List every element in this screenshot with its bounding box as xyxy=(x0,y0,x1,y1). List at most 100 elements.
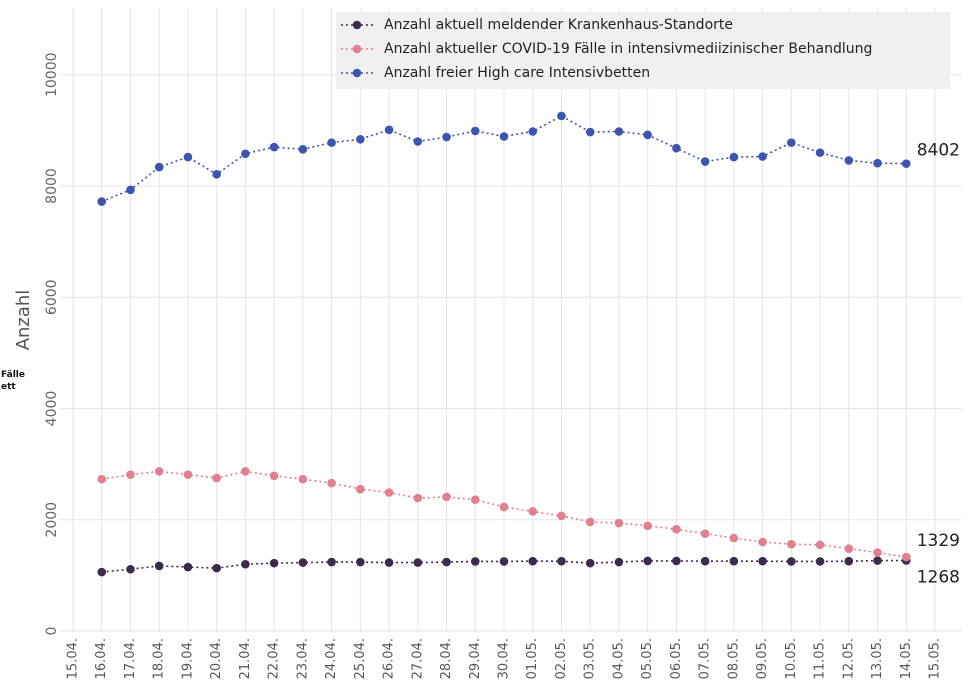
data-point xyxy=(126,185,135,195)
data-point xyxy=(643,556,652,566)
data-point xyxy=(585,517,595,527)
data-point xyxy=(787,138,796,147)
data-point xyxy=(499,557,509,566)
data-point xyxy=(815,557,825,566)
data-point xyxy=(442,492,451,502)
data-point xyxy=(298,474,308,484)
data-point xyxy=(126,564,135,574)
data-point xyxy=(413,558,423,567)
legend-label: Anzahl aktuell meldender Krankenhaus-Sta… xyxy=(384,17,733,33)
data-point xyxy=(528,556,538,566)
x-tick-label: 08.05. xyxy=(726,638,741,679)
data-point xyxy=(384,558,394,567)
x-tick-label: 05.05. xyxy=(640,638,655,679)
data-point xyxy=(672,556,681,566)
y-tick-label: 8000 xyxy=(44,168,60,204)
data-point xyxy=(844,544,854,553)
data-point xyxy=(126,470,135,479)
y-tick-label: 0 xyxy=(44,627,60,636)
side-text-2: ett xyxy=(1,382,16,392)
x-tick-label: 02.05. xyxy=(554,638,569,679)
data-point xyxy=(815,148,825,157)
x-tick-label: 19.04. xyxy=(180,638,195,679)
series-2 xyxy=(97,467,911,562)
x-tick-label: 06.05. xyxy=(669,638,684,679)
data-point xyxy=(614,557,624,567)
legend-item: Anzahl aktuell meldender Krankenhaus-Sta… xyxy=(341,17,733,33)
data-point xyxy=(614,518,624,528)
data-point xyxy=(212,563,221,573)
data-point xyxy=(700,157,710,166)
data-point xyxy=(154,467,164,476)
data-point xyxy=(787,539,796,549)
data-point xyxy=(700,556,710,566)
data-point xyxy=(154,162,164,172)
data-point xyxy=(356,484,365,494)
y-axis-ticks: 0 2000 4000 6000 8000 10000 xyxy=(44,52,60,635)
data-point xyxy=(241,467,250,476)
series-3 xyxy=(97,111,911,206)
legend-item: Anzahl freier High care Intensivbetten xyxy=(341,65,650,81)
data-point xyxy=(269,142,279,152)
data-point xyxy=(729,152,739,162)
data-point xyxy=(844,156,854,165)
data-point xyxy=(470,126,480,136)
end-label: 8402 xyxy=(917,141,960,161)
x-tick-label: 07.05. xyxy=(698,638,713,679)
data-point xyxy=(758,152,767,161)
x-tick-label: 25.04. xyxy=(353,638,368,679)
data-point xyxy=(183,152,193,162)
x-tick-label: 24.04. xyxy=(324,638,339,679)
y-tick-label: 2000 xyxy=(44,502,60,538)
x-tick-label: 04.05. xyxy=(611,638,626,679)
data-point xyxy=(241,559,250,569)
y-tick-label: 6000 xyxy=(44,279,60,315)
y-tick-label: 10000 xyxy=(44,52,60,97)
data-point xyxy=(470,557,480,566)
x-tick-label: 23.04. xyxy=(295,638,310,679)
end-labels: 8402 1329 1268 xyxy=(917,141,960,588)
data-point xyxy=(183,470,193,479)
x-tick-label: 15.04. xyxy=(66,638,81,679)
grid xyxy=(60,8,962,632)
data-point xyxy=(585,127,595,137)
x-tick-label: 10.05. xyxy=(784,638,799,679)
end-label: 1329 xyxy=(917,531,960,551)
x-tick-label: 14.05. xyxy=(899,638,914,679)
x-tick-label: 13.05. xyxy=(870,638,885,679)
x-tick-label: 20.04. xyxy=(209,638,224,679)
data-point xyxy=(241,149,250,159)
side-text-1: Fälle xyxy=(1,370,25,380)
data-point xyxy=(729,556,739,566)
data-point xyxy=(901,552,911,562)
x-tick-label: 12.05. xyxy=(841,638,856,679)
data-point xyxy=(873,158,882,168)
data-point xyxy=(557,111,566,121)
data-point xyxy=(557,511,566,521)
y-tick-label: 4000 xyxy=(44,391,60,427)
data-point xyxy=(499,132,509,141)
data-point xyxy=(413,137,423,146)
data-point xyxy=(470,495,480,505)
data-point xyxy=(298,558,308,567)
data-point xyxy=(643,130,652,140)
series-line xyxy=(101,114,907,203)
x-tick-label: 21.04. xyxy=(238,638,253,679)
data-point xyxy=(844,556,854,566)
end-label: 1268 xyxy=(917,567,960,587)
x-tick-label: 18.04. xyxy=(152,638,167,679)
data-point xyxy=(729,533,739,543)
legend-label: Anzahl aktueller COVID-19 Fälle in inten… xyxy=(384,41,872,57)
data-point xyxy=(269,471,279,481)
data-point xyxy=(614,127,624,136)
data-point xyxy=(183,562,193,572)
data-point xyxy=(499,502,509,512)
data-point xyxy=(700,529,710,538)
x-tick-label: 22.04. xyxy=(267,638,282,679)
series xyxy=(97,111,911,577)
x-tick-label: 28.04. xyxy=(439,638,454,679)
x-tick-label: 29.04. xyxy=(468,638,483,679)
legend-item: Anzahl aktueller COVID-19 Fälle in inten… xyxy=(341,41,872,57)
x-tick-label: 01.05. xyxy=(525,638,540,679)
